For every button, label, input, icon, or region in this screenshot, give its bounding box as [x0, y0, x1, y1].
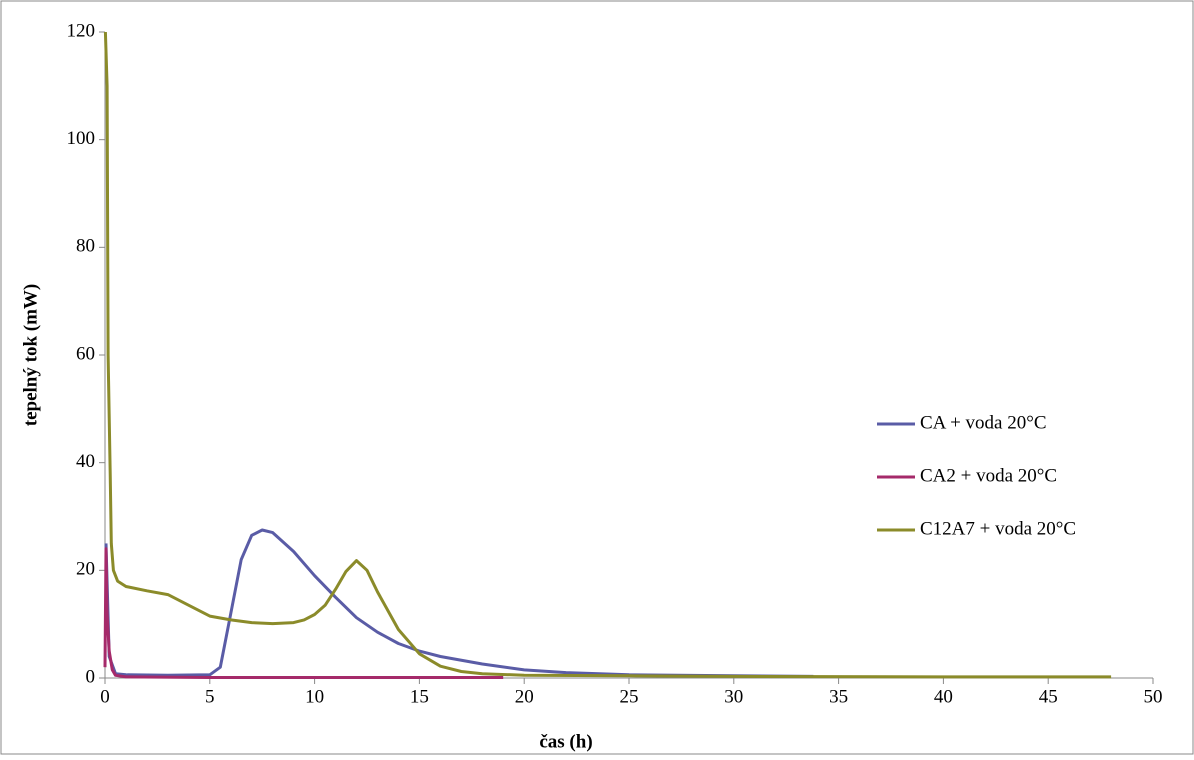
- legend-label: CA + voda 20°C: [920, 412, 1047, 433]
- series-line: [103, 31, 1112, 679]
- x-tick-label: 5: [205, 686, 215, 707]
- x-tick-label: 0: [100, 686, 110, 707]
- series-line: [103, 547, 504, 679]
- x-tick-label: 50: [1144, 686, 1163, 707]
- y-tick-label: 20: [76, 559, 95, 580]
- y-tick-label: 40: [76, 451, 95, 472]
- x-tick-label: 10: [305, 686, 324, 707]
- y-tick-label: 100: [67, 128, 96, 149]
- x-tick-label: 40: [934, 686, 953, 707]
- x-tick-label: 20: [515, 686, 534, 707]
- legend-label: C12A7 + voda 20°C: [920, 518, 1076, 539]
- x-tick-label: 15: [410, 686, 429, 707]
- y-tick-label: 0: [86, 666, 96, 687]
- y-tick-label: 60: [76, 343, 95, 364]
- x-tick-label: 35: [829, 686, 848, 707]
- legend-label: CA2 + voda 20°C: [920, 465, 1057, 486]
- x-tick-label: 25: [620, 686, 639, 707]
- x-tick-label: 30: [724, 686, 743, 707]
- x-tick-label: 45: [1039, 686, 1058, 707]
- series-line: [104, 528, 814, 678]
- y-axis-title: tepelný tok (mW): [20, 284, 41, 426]
- y-tick-label: 120: [67, 20, 96, 41]
- y-tick-label: 80: [76, 236, 95, 257]
- x-axis-title: čas (h): [539, 731, 592, 752]
